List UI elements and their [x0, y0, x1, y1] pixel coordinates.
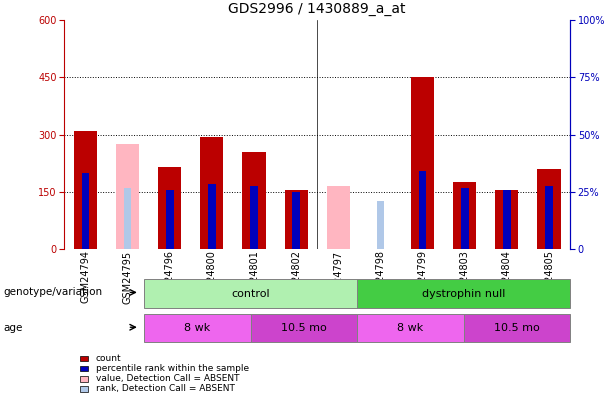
Bar: [453, 182, 476, 249]
Bar: [503, 190, 511, 249]
Bar: [495, 190, 519, 249]
Bar: [357, 279, 570, 308]
Bar: [461, 188, 468, 249]
Bar: [357, 314, 463, 342]
Text: count: count: [96, 354, 121, 363]
Bar: [82, 173, 89, 249]
Text: percentile rank within the sample: percentile rank within the sample: [96, 364, 249, 373]
Bar: [200, 136, 224, 249]
Bar: [74, 131, 97, 249]
Bar: [242, 152, 265, 249]
Bar: [158, 167, 181, 249]
Bar: [80, 356, 88, 361]
Bar: [250, 186, 258, 249]
Title: GDS2996 / 1430889_a_at: GDS2996 / 1430889_a_at: [229, 2, 406, 17]
Bar: [80, 366, 88, 371]
Text: age: age: [3, 323, 23, 333]
Text: genotype/variation: genotype/variation: [3, 288, 102, 297]
Bar: [116, 144, 139, 249]
Bar: [144, 279, 357, 308]
Bar: [80, 386, 88, 392]
Text: dystrophin null: dystrophin null: [422, 289, 505, 298]
Bar: [292, 192, 300, 249]
Bar: [80, 376, 88, 382]
Bar: [419, 171, 427, 249]
Bar: [144, 314, 251, 342]
Bar: [251, 314, 357, 342]
Bar: [463, 314, 570, 342]
Text: 8 wk: 8 wk: [397, 323, 424, 333]
Bar: [166, 190, 173, 249]
Bar: [124, 188, 131, 249]
Text: value, Detection Call = ABSENT: value, Detection Call = ABSENT: [96, 374, 239, 383]
Text: rank, Detection Call = ABSENT: rank, Detection Call = ABSENT: [96, 384, 235, 393]
Text: control: control: [231, 289, 270, 298]
Bar: [208, 184, 216, 249]
Bar: [284, 190, 308, 249]
Bar: [411, 77, 434, 249]
Bar: [545, 186, 553, 249]
Bar: [376, 201, 384, 249]
Bar: [538, 169, 561, 249]
Bar: [327, 186, 350, 249]
Text: 10.5 mo: 10.5 mo: [494, 323, 539, 333]
Text: 8 wk: 8 wk: [184, 323, 210, 333]
Text: 10.5 mo: 10.5 mo: [281, 323, 327, 333]
